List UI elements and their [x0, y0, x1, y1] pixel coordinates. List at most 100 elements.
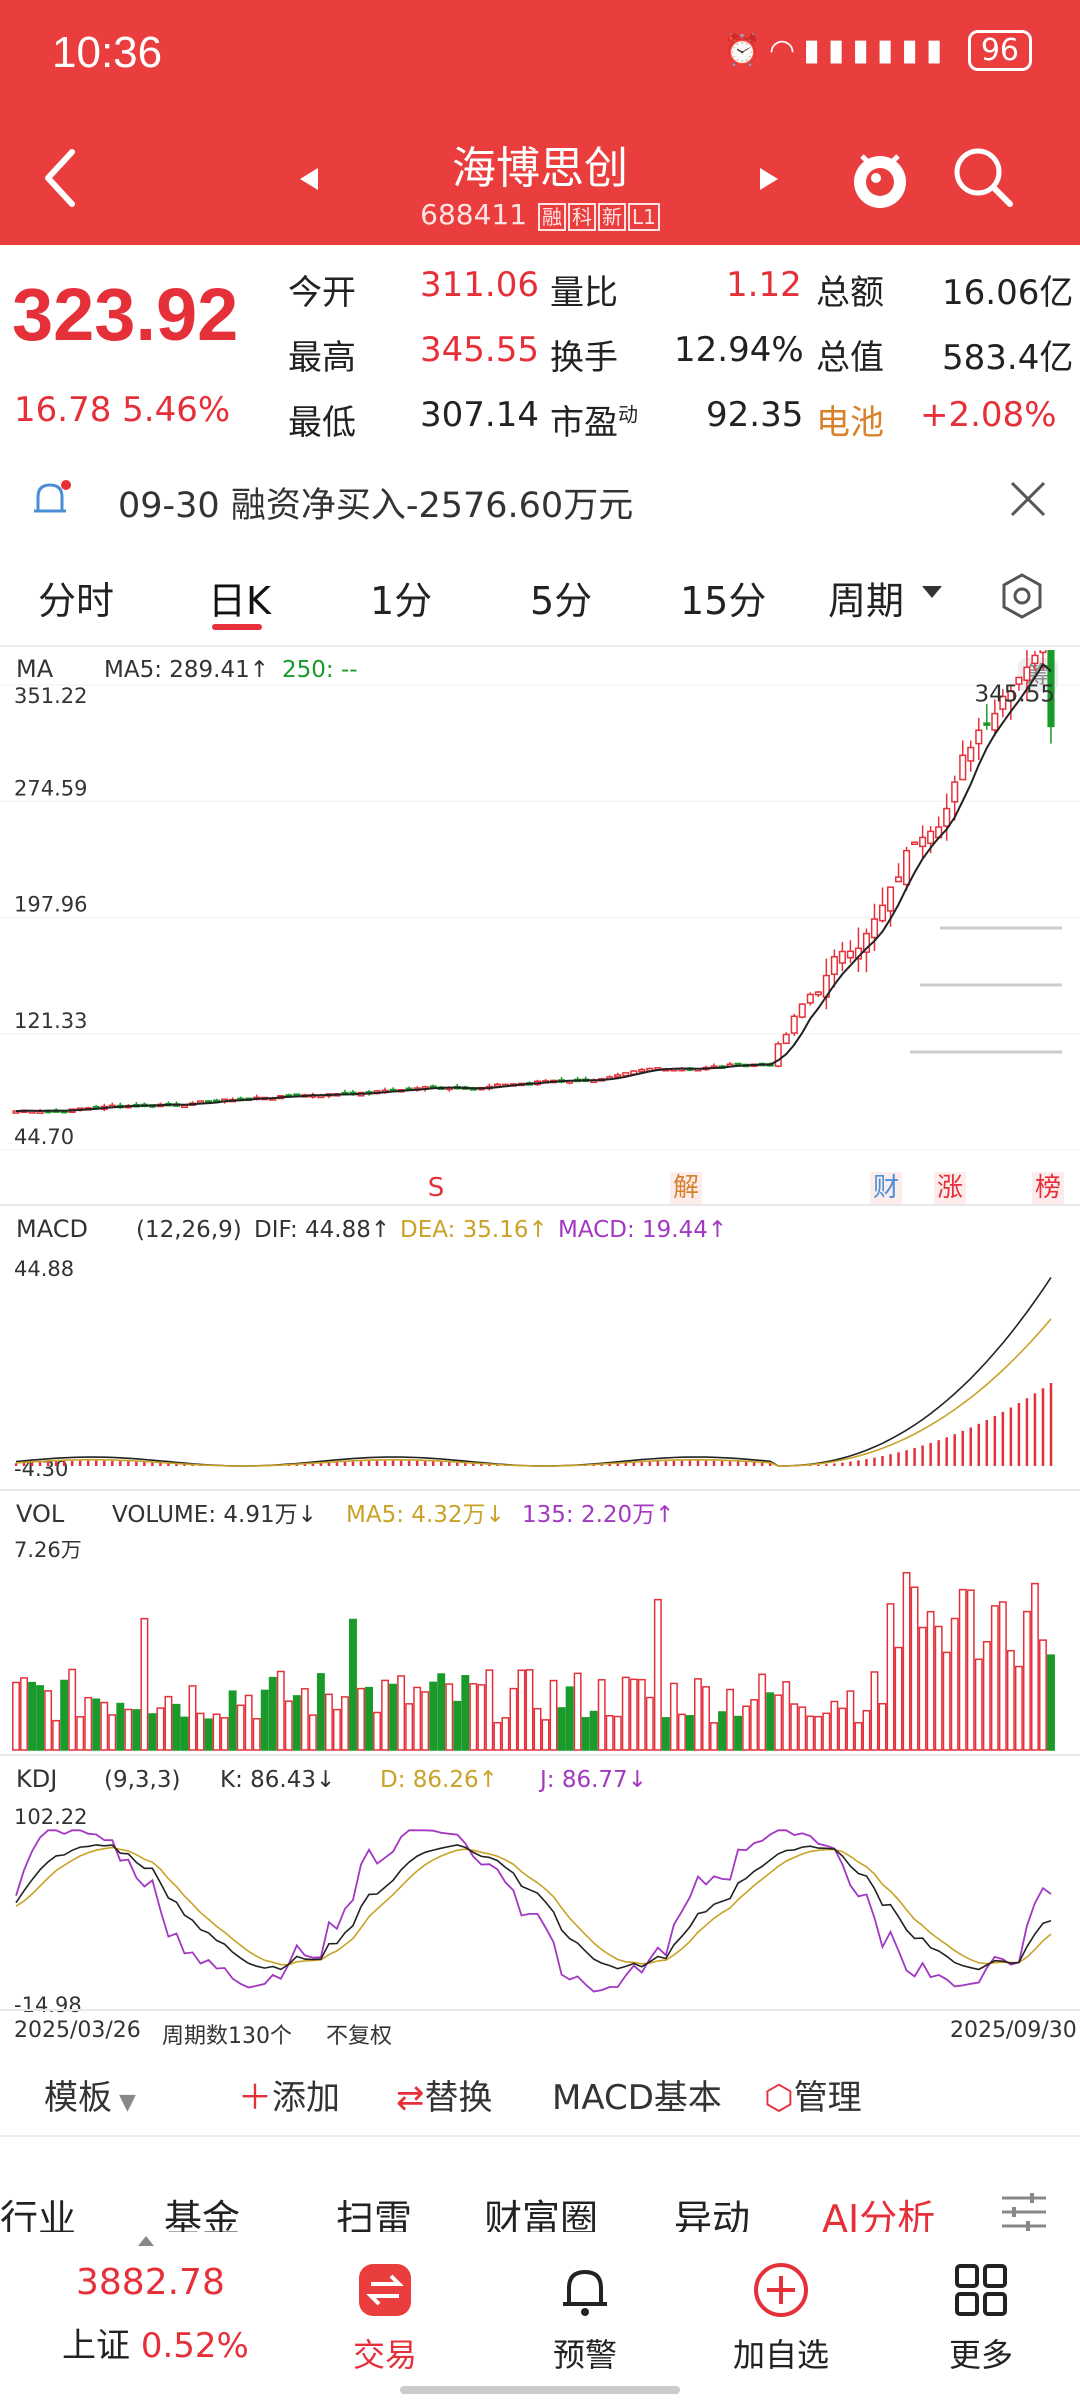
tab-intraday[interactable]: 分时 [38, 579, 115, 623]
volume-bar [148, 1713, 157, 1751]
high-marker: 345.55 [975, 682, 1055, 708]
adjust-mode[interactable]: 不复权 [326, 2024, 393, 2049]
volume-bar [533, 1707, 542, 1751]
volume-bar [806, 1715, 815, 1751]
volume-bar [20, 1677, 28, 1751]
stock-chart[interactable]: MA MA5: 289.41↑ 250: -- 筹351.22274.59197.96… [0, 650, 1080, 2050]
dif-line [15, 1276, 1052, 1467]
back-icon[interactable] [40, 148, 80, 208]
price-change: 16.78 5.46% [14, 390, 230, 430]
manage-button[interactable]: ⬡管理 [764, 2070, 862, 2119]
mascot-icon[interactable] [848, 142, 912, 212]
volume-bar [60, 1679, 69, 1751]
volume-bar [990, 1605, 999, 1751]
volume-bar [742, 1705, 751, 1751]
replace-label: 替换 [424, 2078, 493, 2118]
volume-bar [196, 1712, 205, 1751]
vol-ma135-value: 135: 2.20万↑ [522, 1502, 674, 1528]
candle [798, 1003, 806, 1018]
candle [846, 950, 854, 959]
volume-bar [461, 1675, 470, 1751]
stock-code-row: 688411 融科新 L1 [0, 198, 1080, 231]
volume-bar [581, 1717, 590, 1751]
tab-15min[interactable]: 15分 [680, 579, 767, 623]
caret-up-icon [138, 2236, 154, 2246]
ma5-value: MA5: 289.41↑ [104, 657, 269, 683]
volume-bar [509, 1687, 518, 1751]
macd-basic-button[interactable]: MACD基本 [552, 2078, 722, 2118]
more-button[interactable]: 更多 [906, 2260, 1056, 2376]
candle [622, 1072, 630, 1077]
search-icon[interactable] [950, 144, 1016, 210]
vol-y-top: 7.26万 [14, 1538, 82, 1562]
candle [1039, 650, 1047, 654]
volume-bar [284, 1700, 293, 1751]
trade-button[interactable]: 交易 [310, 2260, 460, 2376]
pe-value: 92.35 [706, 395, 804, 435]
tab-5min[interactable]: 5分 [530, 579, 593, 623]
event-tag-bg [934, 1172, 966, 1204]
candle [774, 1043, 782, 1067]
index-value[interactable]: 3882.78 [76, 2262, 225, 2303]
volume-bar [934, 1625, 943, 1751]
add-watch-button[interactable]: 加自选 [706, 2260, 856, 2376]
trade-icon [359, 2264, 411, 2316]
event-tag-bg [670, 1172, 702, 1204]
prev-stock-icon[interactable] [298, 166, 320, 192]
index-row[interactable]: 上证 0.52% [62, 2318, 249, 2367]
volume-bar [397, 1675, 406, 1751]
volume-bar [702, 1686, 710, 1751]
tag-new: 新 [597, 203, 626, 231]
volume-bar [244, 1694, 253, 1751]
alert-button[interactable]: 预警 [510, 2260, 660, 2376]
end-date: 2025/09/30 [950, 2018, 1077, 2043]
volume-bar [300, 1688, 309, 1751]
event-tag: 涨 [937, 1173, 963, 1203]
event-tag: S [428, 1173, 445, 1203]
period-count: 周期数130个 [162, 2024, 292, 2049]
volume-bar [766, 1692, 775, 1751]
next-stock-icon[interactable] [758, 166, 780, 192]
battery-indicator: 96 [967, 30, 1032, 71]
candle [983, 722, 991, 726]
settings-icon[interactable] [998, 572, 1046, 620]
status-time: 10:36 [52, 28, 163, 77]
volume-bar [541, 1719, 550, 1751]
volume-bar [308, 1714, 317, 1751]
y-tick-label: 197.96 [14, 893, 87, 917]
replace-button[interactable]: ⇄替换 [396, 2070, 493, 2119]
candle [886, 886, 895, 912]
sliders-icon[interactable] [1000, 2190, 1048, 2234]
active-tab-indicator [212, 624, 262, 630]
start-date: 2025/03/26 [14, 2018, 141, 2043]
add-indicator-button[interactable]: ＋添加 [238, 2070, 340, 2119]
notice-bar[interactable]: 09-30 融资净买入-2576.60万元 [0, 455, 1080, 547]
volume-bar [677, 1713, 686, 1751]
volume-bar [982, 1640, 991, 1751]
volume-bar [164, 1695, 173, 1751]
volume-bar [252, 1718, 261, 1751]
tab-1min[interactable]: 1分 [370, 579, 433, 623]
volume-bar [413, 1686, 422, 1751]
last-price: 323.92 [12, 273, 239, 356]
ma-label: MA [16, 655, 54, 683]
volume-bar [28, 1681, 37, 1751]
volume-bar [156, 1707, 165, 1751]
close-icon[interactable] [1010, 481, 1046, 517]
tab-period[interactable]: 周期 [828, 579, 905, 623]
y-tick-label: 274.59 [14, 776, 87, 800]
sector-label[interactable]: 电池 [816, 403, 884, 443]
volume-bar [116, 1702, 125, 1751]
chevron-down-icon[interactable] [920, 584, 944, 600]
volume-bar [429, 1681, 438, 1751]
volume-bar [228, 1690, 237, 1751]
sector-change[interactable]: +2.08% [920, 395, 1057, 435]
ma5-line [15, 662, 1052, 1113]
template-button[interactable]: 模板 ▼ [44, 2070, 136, 2119]
volume-bar [349, 1618, 357, 1751]
volume-bar [493, 1721, 502, 1751]
pe-label-text: 市盈 [550, 403, 618, 443]
volume-bar [172, 1703, 181, 1751]
tab-daily-k[interactable]: 日K [208, 579, 271, 623]
open-label: 今开 [288, 273, 356, 313]
